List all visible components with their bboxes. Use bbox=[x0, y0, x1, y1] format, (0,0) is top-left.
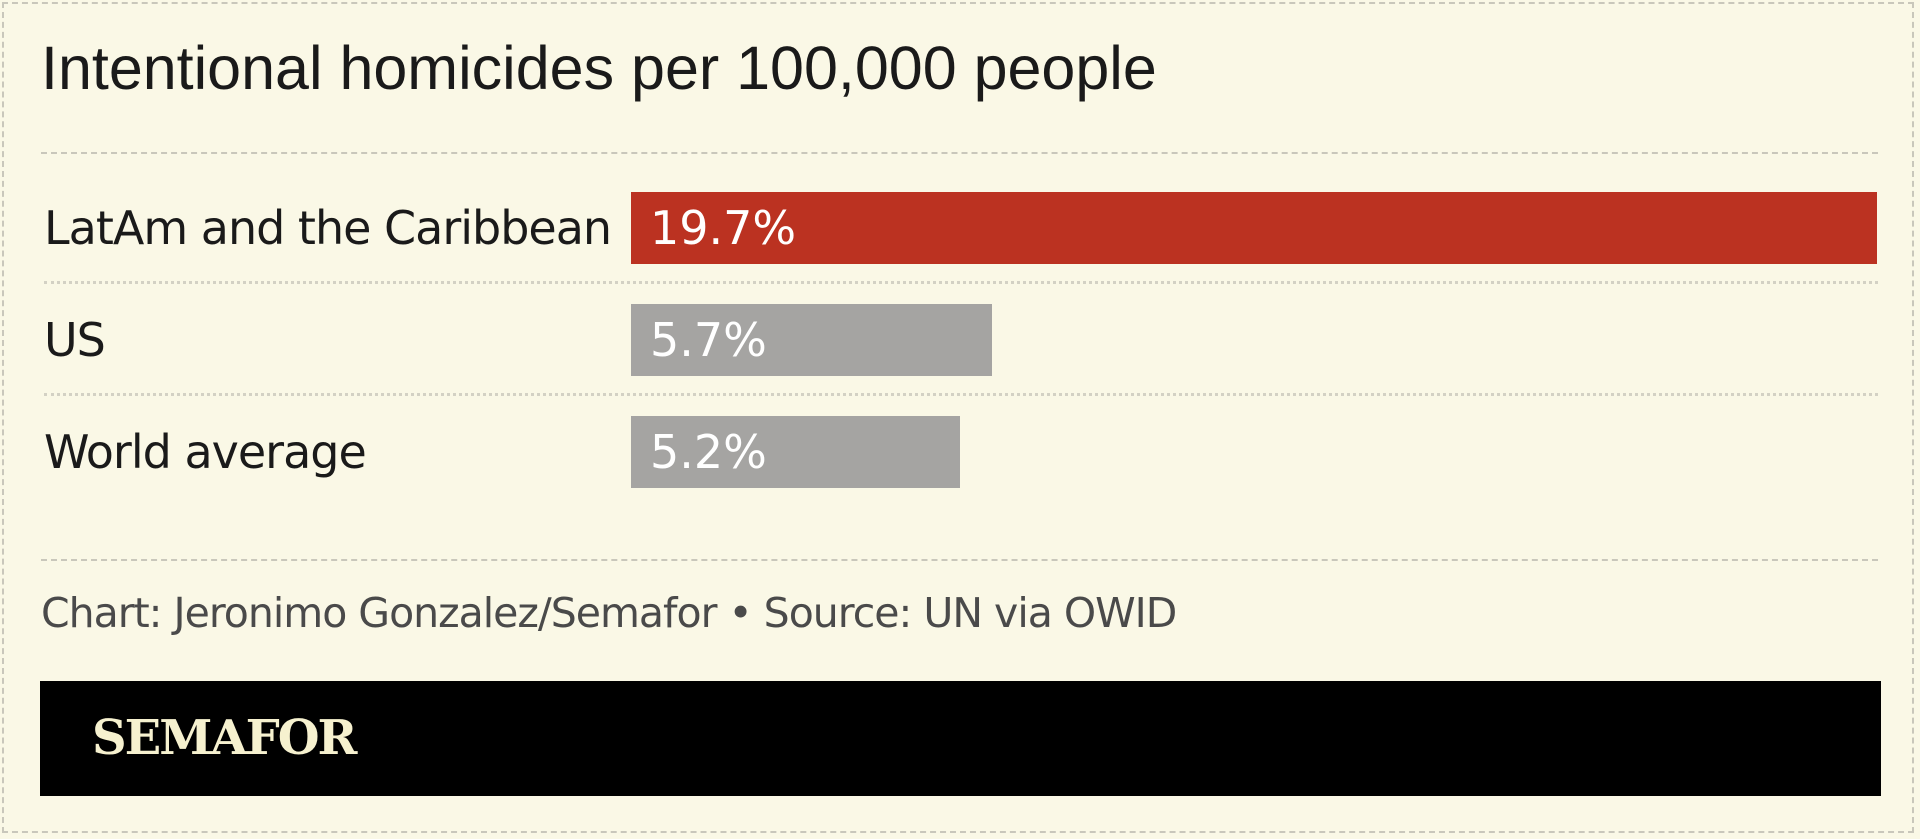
chart-caption: Chart: Jeronimo Gonzalez/Semafor • Sourc… bbox=[41, 589, 1177, 637]
row-separator bbox=[44, 393, 1878, 396]
brand-logo: SEMAFOR bbox=[92, 710, 357, 766]
bar-value-label: 5.7% bbox=[650, 313, 767, 367]
bar-value-label: 19.7% bbox=[650, 201, 797, 255]
bar bbox=[631, 416, 960, 488]
category-label: LatAm and the Caribbean bbox=[44, 201, 612, 255]
bottom-divider bbox=[41, 559, 1878, 561]
chart-title: Intentional homicides per 100,000 people bbox=[41, 34, 1157, 102]
bar-value-label: 5.2% bbox=[650, 425, 767, 479]
bar bbox=[631, 304, 992, 376]
bar bbox=[631, 192, 1877, 264]
category-label: World average bbox=[44, 425, 367, 479]
brand-footer: SEMAFOR bbox=[40, 681, 1881, 796]
top-divider bbox=[41, 152, 1878, 154]
category-label: US bbox=[44, 313, 106, 367]
row-separator bbox=[44, 281, 1878, 284]
